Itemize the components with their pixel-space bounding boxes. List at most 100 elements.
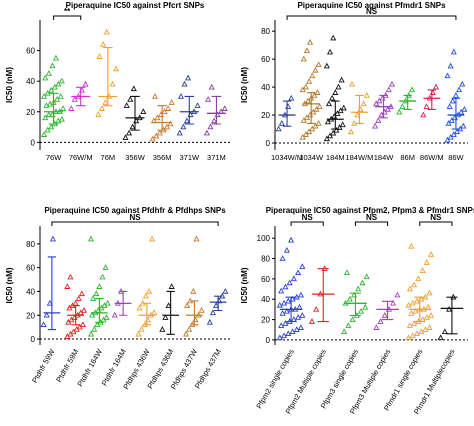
iqr-bar [166, 290, 175, 335]
chart-title: Piperaquine IC50 against Pfcrt SNPs [66, 1, 205, 10]
point [381, 312, 388, 318]
point [323, 62, 330, 69]
point [363, 92, 370, 98]
point [129, 123, 136, 130]
y-tick-label: 40 [261, 83, 270, 92]
point [450, 131, 457, 137]
point [48, 123, 55, 130]
y-tick-label: 20 [261, 316, 270, 325]
point [48, 86, 55, 93]
point [324, 118, 331, 125]
y-tick-label: 40 [261, 295, 270, 304]
point [286, 279, 293, 286]
point [280, 332, 288, 339]
point [167, 120, 174, 127]
point [60, 105, 67, 111]
significance-bracket [286, 15, 457, 20]
point [122, 134, 129, 141]
point [452, 92, 459, 98]
point [283, 307, 290, 314]
point [113, 65, 120, 72]
point [306, 78, 313, 84]
point [347, 128, 355, 135]
point [311, 92, 318, 98]
point [449, 97, 456, 104]
significance-bracket [354, 221, 389, 226]
point [341, 328, 348, 335]
point [79, 321, 86, 328]
point [406, 285, 413, 292]
point [162, 314, 169, 320]
point [80, 307, 87, 313]
point [44, 89, 51, 96]
x-tick-label: 1034W [299, 153, 324, 162]
point [418, 328, 425, 335]
point [96, 53, 103, 59]
point [136, 304, 143, 311]
iqr-bar [317, 268, 329, 323]
iqr-bar [379, 94, 388, 119]
point [330, 34, 337, 41]
significance-bracket [290, 221, 324, 226]
point [313, 106, 320, 112]
y-tick-label: 40 [26, 287, 35, 296]
y-axis-label: IC50 (nM) [5, 67, 14, 103]
point [390, 299, 397, 306]
point [453, 128, 461, 135]
point [423, 103, 430, 109]
point [130, 85, 137, 92]
point [303, 114, 311, 121]
y-tick-label: 100 [257, 234, 271, 243]
point [426, 289, 433, 296]
point [377, 318, 384, 324]
point [51, 83, 58, 90]
point [194, 102, 201, 108]
chart-title: Piperaquine IC50 against Pfpm2, Pfpm3 & … [266, 206, 474, 215]
point [103, 314, 110, 320]
x-tick-label: 184W/M [345, 153, 373, 162]
point [109, 80, 116, 87]
iqr-bar [381, 300, 394, 321]
iqr-bar [157, 105, 167, 131]
point [165, 105, 172, 111]
y-tick-label: 20 [26, 108, 35, 117]
point [447, 133, 454, 140]
point [283, 246, 290, 253]
point [168, 99, 175, 105]
point [312, 66, 319, 73]
point [96, 283, 103, 289]
point [41, 93, 48, 99]
iqr-bar [427, 89, 437, 111]
point [71, 96, 78, 102]
point [45, 111, 52, 118]
point [359, 279, 366, 286]
iqr-bar [75, 86, 86, 107]
point [355, 285, 362, 292]
point [308, 318, 316, 324]
iqr-bar [331, 100, 340, 130]
point [315, 119, 322, 126]
point [405, 301, 412, 308]
point [373, 100, 380, 107]
point [312, 122, 319, 129]
point [345, 322, 352, 328]
point [304, 97, 312, 104]
point [423, 259, 430, 265]
point [373, 324, 380, 330]
point [64, 283, 71, 289]
point [151, 309, 158, 316]
significance-label: NS [366, 7, 378, 16]
point [103, 28, 110, 35]
x-tick-label: 86W/M [420, 153, 444, 162]
point [279, 310, 286, 316]
y-tick-label: 60 [26, 47, 35, 56]
point [408, 310, 415, 316]
x-tick-label: 184W [374, 153, 395, 162]
y-tick-label: 80 [261, 255, 270, 264]
point [151, 93, 159, 99]
point [288, 94, 295, 101]
y-axis-label: IC50 (nM) [5, 267, 14, 303]
point [329, 94, 336, 101]
point [297, 291, 304, 298]
